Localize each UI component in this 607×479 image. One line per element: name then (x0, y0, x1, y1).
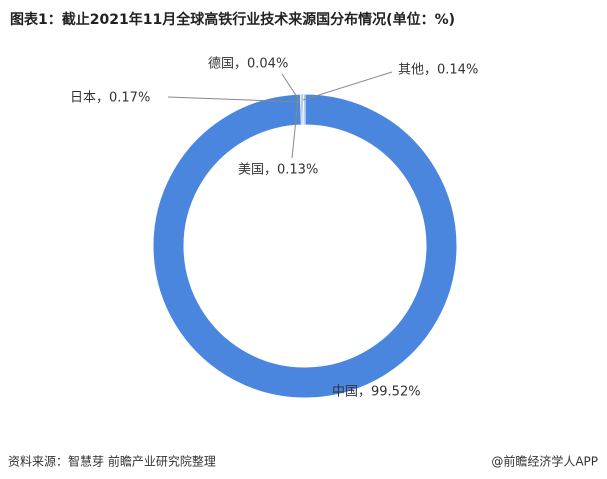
leader-line (291, 99, 299, 159)
leader-line (281, 73, 300, 101)
leader-line (302, 71, 393, 101)
data-label: 美国，0.13% (238, 163, 318, 178)
data-label: 日本，0.17% (70, 91, 150, 106)
donut-slice (303, 93, 306, 126)
data-label: 德国，0.04% (208, 57, 288, 72)
credit: @前瞻经济学人APP (491, 454, 598, 469)
donut-slice (152, 93, 458, 399)
leader-line (167, 96, 301, 103)
data-label: 中国，99.52% (332, 385, 421, 400)
source: 资料来源：智慧芽 前瞻产业研究院整理 (8, 454, 216, 469)
chart-title: 图表1：截止2021年11月全球高铁行业技术来源国分布情况(单位：%) (10, 11, 455, 28)
data-label: 其他，0.14% (398, 63, 478, 78)
